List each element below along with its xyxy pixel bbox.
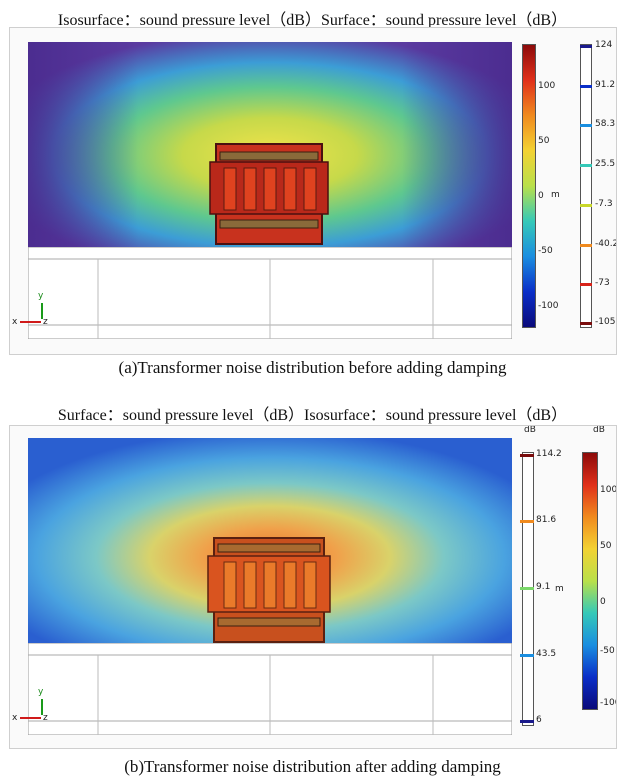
panel-b-iso-marker [520, 720, 534, 723]
panel-b-axis-y-arrow [41, 699, 43, 715]
panel-b-surface-tick: 50 [600, 541, 612, 551]
panel-a-iso-marker [580, 45, 592, 48]
panel-a-axis-x-arrow [20, 321, 41, 323]
panel-b-noise-field [28, 438, 512, 643]
panel-b-title: Surface：sound pressure level（dB）Isosurfa… [57, 407, 568, 424]
panel-a-iso-value: 124 [595, 40, 613, 50]
panel-b-iso-value: 114.2 [536, 449, 562, 459]
panel-b-iso-marker [520, 520, 534, 523]
panel-a-surface-unit: m [551, 190, 560, 200]
panel-b-viewport: y x z dB 114.2 81.6 9.1 m 43.5 6 dB 100 … [9, 425, 617, 749]
panel-a-iso-value: -105.9 [595, 317, 616, 327]
panel-a-surface-tick: 0 [538, 191, 544, 201]
panel-a-iso-marker [580, 322, 592, 325]
panel-b-surface-tick: -50 [600, 646, 615, 656]
panel-a-title: Isosurface：sound pressure level（dB）Surfa… [57, 12, 568, 29]
panel-b-iso-unit: dB [524, 425, 536, 435]
panel-a-iso-value: 58.3 [595, 119, 616, 129]
panel-a-transformer [209, 143, 329, 245]
panel-b-inline-unit: m [555, 584, 564, 594]
panel-b-surface-tick: 100 [600, 485, 617, 495]
panel-b-noise-surface [28, 438, 512, 643]
panel-b-axis-x-label: x [12, 713, 18, 723]
panel-a-iso-value: -73 [595, 278, 610, 288]
panel-b-surface-unit: dB [593, 425, 605, 435]
panel-b-axis-z-label: z [43, 713, 48, 723]
panel-a-axis-x-label: x [12, 317, 18, 327]
panel-a-axis-y-arrow [41, 303, 43, 319]
panel-b-axis-y-label: y [38, 687, 44, 697]
panel-a-iso-marker [580, 164, 592, 167]
panel-a-floor-grid [27, 246, 513, 340]
panel-a-iso-marker [580, 283, 592, 286]
panel-a-surface-tick: -50 [538, 246, 553, 256]
panel-b-axis-x-arrow [20, 717, 41, 719]
panel-a-iso-value: -7.3 [595, 199, 613, 209]
panel-a-surface-colorbar [522, 44, 536, 328]
panel-a-iso-value: -40.2 [595, 239, 617, 249]
panel-b-caption: (b)Transformer noise distribution after … [124, 757, 501, 776]
panel-a-iso-value: 91.2 [595, 80, 616, 90]
panel-b-transformer [207, 537, 331, 643]
panel-b-iso-marker [520, 654, 534, 657]
panel-a-surface-tick: -100 [538, 301, 559, 311]
panel-b-iso-value: 9.1 [536, 582, 551, 592]
panel-b-iso-value: 81.6 [536, 515, 557, 525]
panel-b-floor-grid [27, 642, 513, 736]
panel-a-axis-z-label: z [43, 317, 48, 327]
panel-a-noise-surface [28, 42, 512, 247]
panel-a-viewport: y x z 100 50 0 m -50 -100 124 91.2 58.3 … [9, 27, 617, 355]
panel-b-iso-marker [520, 587, 534, 590]
panel-a-iso-marker [580, 204, 592, 207]
panel-b-iso-value: 43.5 [536, 649, 557, 659]
panel-a-surface-tick: 100 [538, 81, 556, 91]
panel-a-iso-marker [580, 124, 592, 127]
panel-b-iso-value: 6 [536, 715, 542, 725]
panel-b-iso-marker [520, 454, 534, 457]
panel-a-surface-tick: 50 [538, 136, 550, 146]
panel-a-iso-legend [580, 44, 592, 328]
panel-a-axis-y-label: y [38, 291, 44, 301]
panel-a-iso-marker [580, 85, 592, 88]
panel-a-noise-field [28, 42, 512, 247]
panel-b-surface-tick: 0 [600, 597, 606, 607]
panel-b-surface-tick: -100 [600, 698, 616, 708]
panel-a-iso-value: 25.5 [595, 159, 616, 169]
panel-a-iso-marker [580, 244, 592, 247]
panel-b-surface-colorbar [582, 452, 598, 710]
panel-a-caption: (a)Transformer noise distribution before… [118, 358, 507, 377]
